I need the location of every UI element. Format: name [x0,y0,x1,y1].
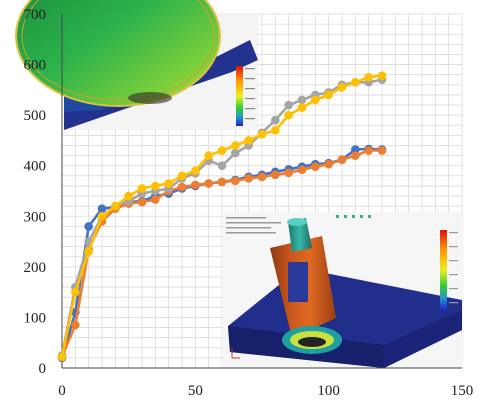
data-point [284,168,293,178]
data-point [377,146,387,155]
chart-axes [61,14,462,369]
data-point [351,145,360,154]
y-tick-label: 700 [24,7,47,23]
chart-series [57,71,387,363]
data-point [311,95,320,105]
data-point [271,126,280,135]
data-point [297,95,307,105]
data-point [137,184,147,193]
data-point [111,201,120,211]
y-tick-label: 500 [24,108,47,124]
data-point [337,83,347,92]
data-point [271,170,280,180]
data-point [351,77,360,87]
data-point [231,176,240,186]
data-point [324,90,333,100]
data-point [311,162,320,172]
data-point [297,165,307,175]
data-point [204,179,213,188]
data-point [84,247,93,256]
data-point [364,72,373,82]
x-tick-label: 0 [58,383,66,399]
y-tick-label: 100 [24,310,47,326]
fea-contour-tool-render [222,212,462,368]
data-point [257,130,267,139]
data-point [177,182,187,192]
data-point [231,148,240,158]
data-point [297,103,307,112]
series-4 [57,71,387,362]
x-tick-label: 100 [317,383,340,399]
data-point [57,352,67,362]
data-point [97,211,107,221]
data-point [124,191,133,201]
data-point [324,159,333,169]
x-tick-label: 150 [451,383,474,399]
data-point [337,155,347,164]
data-point [191,180,200,190]
data-point [97,204,107,213]
data-point [204,151,213,160]
data-point [217,161,227,171]
data-point [177,171,187,181]
y-tick-labels: 0 100 200 300 400 500 600 700 [24,7,47,377]
fea-contour-disc-render [15,0,258,130]
x-tick-labels: 0 50 100 150 [58,383,473,399]
y-tick-label: 200 [24,260,47,276]
data-point [284,100,293,110]
data-point [217,177,227,187]
data-point [271,115,280,125]
data-point [244,136,253,145]
x-tick-label: 50 [188,383,203,399]
data-point [231,141,240,150]
data-point [364,146,373,155]
data-point [71,287,80,297]
data-point [151,181,160,191]
data-point [217,146,227,155]
data-point [137,197,147,207]
data-point [377,71,387,80]
data-point [284,110,293,120]
y-tick-label: 300 [24,209,47,225]
data-point [164,179,173,188]
y-tick-label: 600 [24,58,47,74]
data-point [257,172,267,182]
y-tick-label: 0 [39,361,47,377]
y-tick-label: 400 [24,159,47,175]
data-point [244,174,253,183]
data-point [351,151,360,160]
data-point [191,166,200,176]
data-point [71,320,80,330]
data-point [151,195,160,204]
data-point [84,222,93,231]
